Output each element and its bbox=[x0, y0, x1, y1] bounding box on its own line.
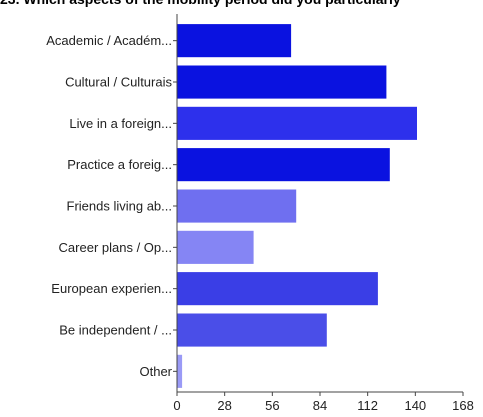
category-label: Live in a foreign... bbox=[69, 116, 172, 131]
category-label: Practice a foreig... bbox=[67, 157, 172, 172]
category-label: Be independent / ... bbox=[59, 323, 172, 338]
bar bbox=[177, 65, 387, 99]
bar bbox=[177, 230, 254, 264]
category-label: Friends living ab... bbox=[67, 199, 173, 214]
bar bbox=[177, 313, 327, 347]
category-label: Other bbox=[139, 364, 172, 379]
x-tick-label: 84 bbox=[313, 398, 327, 413]
x-tick-label: 168 bbox=[452, 398, 474, 413]
bar bbox=[177, 354, 183, 388]
bar bbox=[177, 106, 417, 140]
bar bbox=[177, 24, 292, 58]
category-label: Academic / Académ... bbox=[46, 33, 172, 48]
bar bbox=[177, 148, 390, 182]
x-tick-label: 0 bbox=[173, 398, 180, 413]
bar bbox=[177, 189, 297, 223]
category-label: Cultural / Culturais bbox=[65, 75, 172, 90]
chart-title: 23. Which aspects of the mobility period… bbox=[0, 0, 483, 11]
x-tick-label: 56 bbox=[265, 398, 279, 413]
x-tick-label: 28 bbox=[217, 398, 231, 413]
category-label: Career plans / Op... bbox=[59, 240, 172, 255]
x-tick-label: 140 bbox=[404, 398, 426, 413]
category-label: European experien... bbox=[51, 281, 172, 296]
bar bbox=[177, 272, 378, 306]
x-tick-label: 112 bbox=[357, 398, 378, 413]
